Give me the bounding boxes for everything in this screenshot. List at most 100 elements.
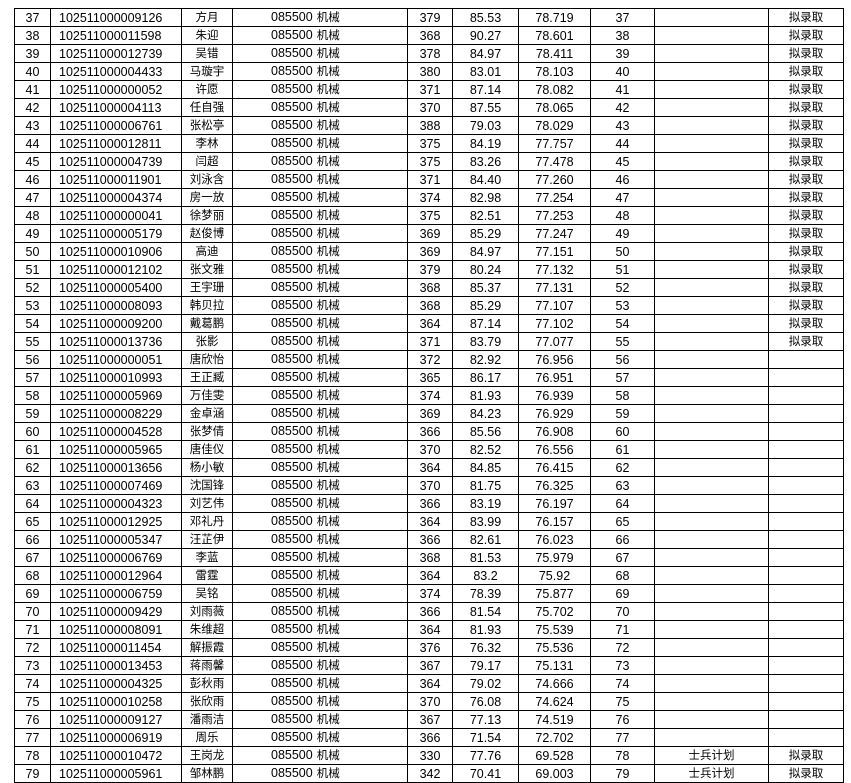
major-code: 085500 (271, 10, 313, 24)
table-row: 72 102511000011454 解振霞 085500 机械 376 76.32 75.5… (14, 638, 844, 657)
table-row: 57 102511000010993 王正臧 085500 机械 365 86.17 76.9… (14, 368, 844, 387)
initial-score-cell: 364 (407, 314, 453, 333)
major-cell: 085500 机械 (232, 674, 408, 693)
candidate-name-cell: 汪芷伊 (181, 530, 233, 549)
note-cell (654, 170, 769, 189)
total-score-cell: 77.478 (518, 152, 591, 171)
total-score-cell: 78.719 (518, 8, 591, 27)
note-cell (654, 8, 769, 27)
row-number-cell: 40 (14, 62, 51, 81)
note-cell (654, 188, 769, 207)
initial-score-cell: 330 (407, 746, 453, 765)
retest-score-cell: 81.93 (452, 620, 519, 639)
initial-score-cell: 366 (407, 494, 453, 513)
rank-cell: 70 (590, 602, 655, 621)
major-code: 085500 (271, 550, 313, 564)
retest-score-cell: 79.02 (452, 674, 519, 693)
rank-cell: 44 (590, 134, 655, 153)
rank-cell: 54 (590, 314, 655, 333)
rank-cell: 40 (590, 62, 655, 81)
candidate-name-cell: 潘雨洁 (181, 710, 233, 729)
initial-score-cell: 366 (407, 422, 453, 441)
total-score-cell: 76.908 (518, 422, 591, 441)
major-name: 机械 (316, 318, 340, 330)
major-name: 机械 (316, 642, 340, 654)
rank-cell: 75 (590, 692, 655, 711)
row-number-cell: 76 (14, 710, 51, 729)
major-code: 085500 (271, 352, 313, 366)
candidate-name-cell: 沈国锋 (181, 476, 233, 495)
row-number-cell: 48 (14, 206, 51, 225)
major-name: 机械 (316, 768, 340, 780)
table-row: 50 102511000010906 高迪 085500 机械 369 84.97 77.15… (14, 242, 844, 261)
note-cell (654, 584, 769, 603)
total-score-cell: 74.624 (518, 692, 591, 711)
table-body: 37 102511000009126 方月 085500 机械 379 85.53 78.71… (14, 8, 844, 783)
initial-score-cell: 369 (407, 242, 453, 261)
major-name: 机械 (316, 588, 340, 600)
note-cell (654, 530, 769, 549)
major-cell: 085500 机械 (232, 44, 408, 63)
status-cell: 拟录取 (768, 62, 844, 81)
rank-cell: 57 (590, 368, 655, 387)
major-code: 085500 (271, 460, 313, 474)
candidate-name-cell: 赵俊博 (181, 224, 233, 243)
major-cell: 085500 机械 (232, 476, 408, 495)
table-row: 55 102511000013736 张影 085500 机械 371 83.79 77.07… (14, 332, 844, 351)
row-number-cell: 66 (14, 530, 51, 549)
major-name: 机械 (316, 534, 340, 546)
row-number-cell: 75 (14, 692, 51, 711)
status-cell: 拟录取 (768, 116, 844, 135)
table-row: 67 102511000006769 李蓝 085500 机械 368 81.53 75.97… (14, 548, 844, 567)
status-cell (768, 584, 844, 603)
initial-score-cell: 366 (407, 602, 453, 621)
candidate-id-cell: 102511000013656 (50, 458, 182, 477)
status-cell: 拟录取 (768, 26, 844, 45)
table-row: 52 102511000005400 王宇珊 085500 机械 368 85.37 77.1… (14, 278, 844, 297)
retest-score-cell: 83.79 (452, 332, 519, 351)
status-cell (768, 422, 844, 441)
table-row: 45 102511000004739 闫超 085500 机械 375 83.26 77.47… (14, 152, 844, 171)
major-name: 机械 (316, 138, 340, 150)
major-cell: 085500 机械 (232, 278, 408, 297)
candidate-id-cell: 102511000009127 (50, 710, 182, 729)
major-code: 085500 (271, 298, 313, 312)
row-number-cell: 42 (14, 98, 51, 117)
major-name: 机械 (316, 264, 340, 276)
total-score-cell: 75.92 (518, 566, 591, 585)
initial-score-cell: 368 (407, 296, 453, 315)
candidate-id-cell: 102511000010993 (50, 368, 182, 387)
row-number-cell: 61 (14, 440, 51, 459)
retest-score-cell: 82.92 (452, 350, 519, 369)
status-cell (768, 566, 844, 585)
retest-score-cell: 84.85 (452, 458, 519, 477)
retest-score-cell: 84.23 (452, 404, 519, 423)
status-cell (768, 710, 844, 729)
rank-cell: 79 (590, 764, 655, 783)
candidate-name-cell: 刘泳含 (181, 170, 233, 189)
initial-score-cell: 364 (407, 458, 453, 477)
candidate-name-cell: 王宇珊 (181, 278, 233, 297)
total-score-cell: 76.939 (518, 386, 591, 405)
total-score-cell: 76.325 (518, 476, 591, 495)
major-cell: 085500 机械 (232, 548, 408, 567)
major-code: 085500 (271, 172, 313, 186)
candidate-id-cell: 102511000000051 (50, 350, 182, 369)
row-number-cell: 64 (14, 494, 51, 513)
rank-cell: 58 (590, 386, 655, 405)
note-cell (654, 566, 769, 585)
major-name: 机械 (316, 678, 340, 690)
candidate-name-cell: 朱维超 (181, 620, 233, 639)
candidate-name-cell: 房一放 (181, 188, 233, 207)
retest-score-cell: 86.17 (452, 368, 519, 387)
initial-score-cell: 342 (407, 764, 453, 783)
total-score-cell: 75.979 (518, 548, 591, 567)
rank-cell: 37 (590, 8, 655, 27)
note-cell (654, 494, 769, 513)
total-score-cell: 77.132 (518, 260, 591, 279)
table-row: 69 102511000006759 吴铭 085500 机械 374 78.39 75.87… (14, 584, 844, 603)
major-code: 085500 (271, 658, 313, 672)
note-cell (654, 404, 769, 423)
initial-score-cell: 378 (407, 44, 453, 63)
total-score-cell: 77.107 (518, 296, 591, 315)
